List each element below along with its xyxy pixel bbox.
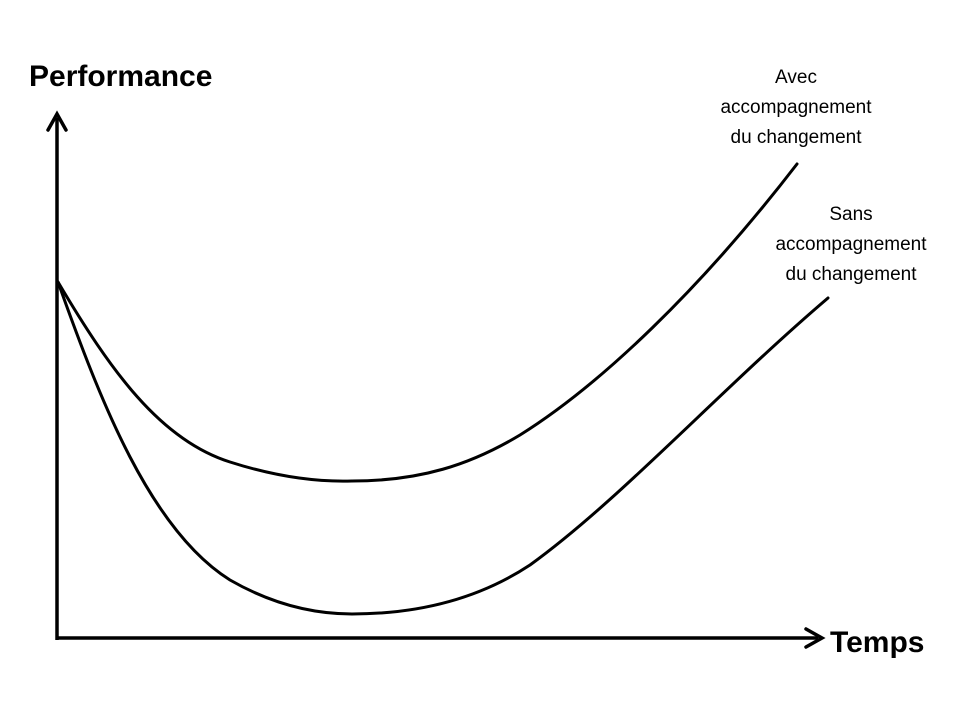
curve-label-with-support: Avec accompagnement du changement xyxy=(700,63,892,153)
curve-with-support xyxy=(56,162,799,483)
curve-label-line: accompagnement xyxy=(775,234,927,255)
y-axis-title: Performance xyxy=(29,60,213,93)
curve-label-line: accompagnement xyxy=(720,97,872,118)
curve-label-line: Avec xyxy=(775,67,817,88)
x-axis-title: Temps xyxy=(830,626,925,659)
curve-label-without-support: Sans accompagnement du changement xyxy=(755,200,947,290)
curve-label-line: Sans xyxy=(829,204,873,225)
curve-without-support xyxy=(56,280,830,616)
y-axis-arrowhead xyxy=(46,110,68,132)
curve-label-line: du changement xyxy=(730,127,862,148)
x-axis-arrowhead xyxy=(804,627,826,649)
curve-label-line: du changement xyxy=(785,264,917,285)
